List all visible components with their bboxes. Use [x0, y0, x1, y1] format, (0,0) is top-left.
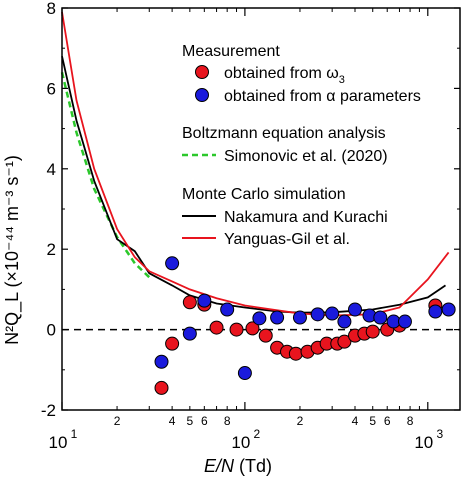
x-major-tick-label-2: 10	[414, 433, 433, 452]
x-major-tick-exp-0: 1	[71, 427, 78, 441]
x-minor-tick-label-0: 2	[114, 414, 121, 428]
x-minor-tick-label-5: 2	[297, 414, 304, 428]
x-axis-title: E/N (Td)	[204, 456, 272, 476]
x-minor-tick-label-3: 6	[201, 414, 208, 428]
point-omega-6	[245, 321, 260, 336]
x-major-tick-label-0: 10	[49, 433, 68, 452]
legend-label-simonovic: Simonovic et al. (2020)	[224, 148, 388, 165]
point-alpha-14	[373, 310, 388, 325]
x-minor-tick-label-7: 5	[369, 414, 376, 428]
legend-label-alpha: obtained from α parameters	[224, 88, 421, 105]
x-minor-tick-label-4: 8	[224, 414, 231, 428]
legend-marker-alpha	[195, 88, 209, 102]
point-alpha-6	[252, 311, 267, 326]
legend-label-nakamura: Nakamura and Kurachi	[224, 209, 388, 226]
y-tick-label-2: 2	[47, 240, 56, 259]
x-major-tick-exp-1: 2	[254, 427, 261, 441]
point-alpha-8	[292, 310, 307, 325]
point-omega-10	[288, 346, 303, 361]
x-minor-tick-label-8: 6	[384, 414, 391, 428]
series-layer	[60, 11, 456, 395]
point-alpha-0	[154, 354, 169, 369]
point-alpha-7	[270, 310, 285, 325]
point-omega-1	[165, 336, 180, 351]
x-minor-tick-label-2: 5	[186, 414, 193, 428]
x-minor-tick-label-9: 8	[407, 414, 414, 428]
x-axis-title-var: E/N	[204, 456, 235, 476]
point-alpha-12	[348, 302, 363, 317]
y-axis-title: N²Q_L (×10⁻⁴⁴ m⁻³ s⁻¹)	[2, 155, 23, 345]
legend-label-yanguas: Yanguas-Gil et al.	[224, 231, 350, 248]
legend-title-boltzmann: Boltzmann equation analysis	[182, 125, 386, 142]
y-tick-label-1: 0	[47, 321, 56, 340]
x-minor-tick-label-6: 4	[352, 414, 359, 428]
legend-label-omega: obtained from ω3	[224, 65, 345, 86]
legend-title-measurement: Measurement	[182, 43, 280, 60]
point-alpha-2	[182, 326, 197, 341]
x-major-tick-label-1: 10	[231, 433, 250, 452]
x-major-tick-exp-2: 3	[436, 427, 443, 441]
point-alpha-4	[220, 302, 235, 317]
point-alpha-5	[237, 366, 252, 381]
point-omega-15	[337, 334, 352, 349]
point-omega-0	[154, 380, 169, 395]
y-tick-label-4: 6	[47, 79, 56, 98]
point-alpha-16	[397, 314, 412, 329]
point-alpha-10	[325, 306, 340, 321]
point-omega-5	[229, 322, 244, 337]
point-alpha-9	[310, 307, 325, 322]
point-alpha-17	[428, 304, 443, 319]
point-omega-4	[209, 320, 224, 335]
legend: Measurement obtained from ω3 obtained fr…	[182, 43, 421, 248]
series-line-3	[61, 56, 447, 314]
series-line-2	[60, 72, 151, 279]
point-alpha-1	[165, 256, 180, 271]
point-alpha-3	[197, 293, 212, 308]
legend-label-omega-sub: 3	[339, 74, 345, 86]
legend-marker-omega	[195, 65, 209, 79]
point-omega-2	[182, 295, 197, 310]
point-alpha-18	[441, 302, 456, 317]
point-omega-18	[365, 324, 380, 339]
y-tick-label-0: -2	[41, 401, 56, 420]
y-tick-label-3: 4	[47, 160, 56, 179]
x-minor-tick-label-1: 4	[169, 414, 176, 428]
legend-label-omega-main: obtained from ω	[224, 65, 339, 82]
y-tick-label-5: 8	[47, 0, 56, 18]
point-omega-7	[258, 328, 273, 343]
legend-title-monte-carlo: Monte Carlo simulation	[182, 186, 346, 203]
x-axis-title-unit: (Td)	[234, 456, 272, 476]
point-alpha-11	[337, 314, 352, 329]
